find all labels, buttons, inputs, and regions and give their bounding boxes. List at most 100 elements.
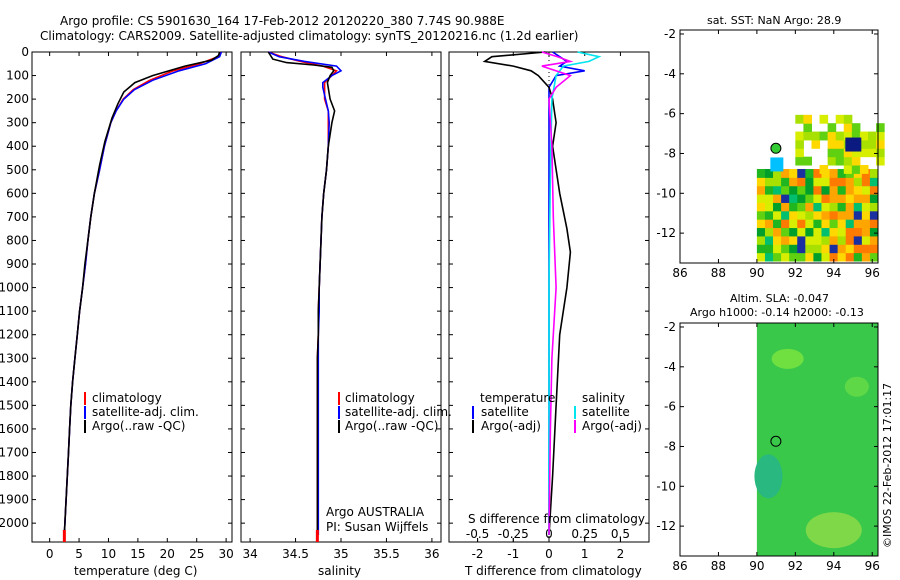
sst-cell [837,210,847,220]
sst-cell [781,169,790,178]
x-tick-label: 35.5 [373,547,400,561]
sst-cell [829,169,839,178]
sst-cell [843,123,853,133]
sst-cell [851,156,861,166]
depth-tick-label: 0 [21,45,29,59]
sst-cell [803,123,812,133]
sst-cell [756,244,766,254]
x-tick-label: -0.25 [498,527,529,541]
sst-cell [795,156,804,166]
x-tick-label: 0 [545,547,553,561]
sst-cell [837,194,847,203]
series-climatology [268,51,338,535]
sst-cell [805,227,814,237]
salinity-panel-frame [240,51,442,543]
x-tick-label: 36 [424,547,439,561]
sst-cell [837,219,847,229]
sst-cell [827,148,837,158]
sst-cell [773,177,782,187]
sla-map [754,323,878,556]
sst-cell [756,235,766,245]
sal-legend-satellite: satellite-adj. clim. [345,405,452,419]
series-satellite-adj-clim- [63,51,223,535]
sst-cell [853,177,863,187]
sst-cell [861,185,871,195]
sst-cell [829,244,839,254]
sst-cell [789,202,798,212]
sst-cell [805,235,814,245]
sst-cell [781,244,790,254]
sst-cell [813,210,822,220]
sst-cell [764,202,774,212]
x-tick-label: 10 [101,547,116,561]
sst-cell [821,194,831,203]
salinity-note-line2: PI: Susan Wijffels [326,520,428,534]
sst-cell [789,227,798,237]
map-x-tick-label: 90 [749,559,764,573]
sst-cell [805,244,814,254]
x-tick-label: 0.25 [571,527,598,541]
sst-cell [813,252,822,262]
sst-cell [861,219,871,229]
sst-cell [789,244,798,254]
diff-legend-temp-argo: Argo(-adj) [481,419,541,433]
sst-cell [813,244,822,254]
map-x-tick-label: 94 [826,266,841,280]
sst-cell [795,148,804,158]
sst-cell [861,235,871,245]
sst-cell [829,185,839,195]
sst-cell [869,227,879,237]
sst-cell [869,194,879,203]
sst-cell [869,177,879,187]
x-tick-label: 15 [130,547,145,561]
series-climatology [63,51,221,535]
depth-tick-label: 800 [6,233,29,247]
sst-cell [843,156,853,166]
sst-cell [861,252,871,262]
map-x-tick-label: 96 [865,559,880,573]
sst-cell [876,156,885,166]
sst-cell [853,202,863,212]
sla-blob [771,348,804,369]
sst-cell [835,156,845,166]
sla-blob [754,454,783,499]
depth-tick-label: 700 [6,210,29,224]
sla-panel-frame [679,322,879,557]
sst-cell [843,165,853,174]
sst-cell [843,148,853,158]
sst-cell [851,131,861,141]
series-argo-raw-qc- [63,51,221,533]
sst-cell [876,148,885,158]
sst-cell [853,252,863,262]
sst-cell [853,194,863,203]
sst-cell [797,219,806,229]
series-salinity-argo-adj- [541,51,574,535]
sst-cell [789,177,798,187]
sst-cell [813,227,822,237]
sst-title: sat. SST: NaN Argo: 28.9 [707,14,841,27]
sst-cell [756,169,766,178]
series-temperature-argo-adj- [482,51,572,535]
sst-cell [797,169,806,178]
sst-cell [829,210,839,220]
map-y-tick-label: -2 [664,320,676,334]
sst-cell [773,252,782,262]
sst-cell [837,169,847,178]
sst-cell [859,131,869,141]
sst-cell [764,244,774,254]
salinity-note-line1: Argo AUSTRALIA [326,505,425,519]
x-tick-label: 20 [160,547,175,561]
sst-cell [781,202,790,212]
sst-cell [845,202,855,212]
sst-cell [803,131,812,141]
sst-cell [764,219,774,229]
depth-tick-label: 100 [6,69,29,83]
sst-cell [821,219,831,229]
sst-cell [797,210,806,220]
depth-tick-label: 200 [6,92,29,106]
depth-tick-label: 1000 [0,281,29,295]
sst-cell [853,244,863,254]
sst-cell [853,219,863,229]
map-x-tick-label: 88 [711,266,726,280]
